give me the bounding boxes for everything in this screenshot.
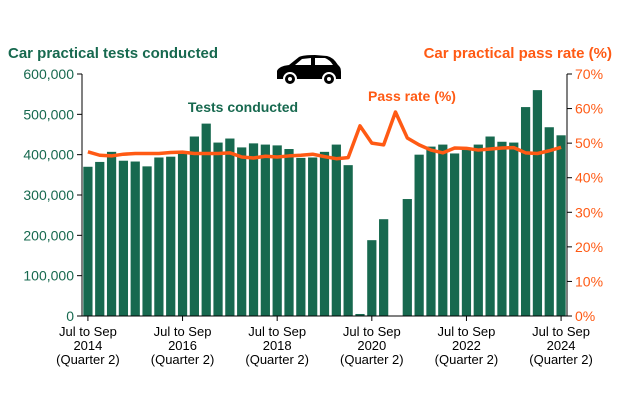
- bar: [83, 166, 93, 316]
- bar: [237, 147, 247, 316]
- left-tick-label: 100,000: [23, 268, 74, 284]
- bar: [201, 123, 211, 316]
- x-tick-label: Jul to Sep: [343, 324, 401, 339]
- bar: [296, 157, 306, 316]
- x-tick-label: (Quarter 2): [529, 352, 593, 367]
- bar: [284, 149, 294, 316]
- bar: [426, 146, 436, 316]
- left-tick-label: 0: [66, 308, 74, 324]
- bar: [106, 151, 117, 316]
- bar: [272, 145, 282, 316]
- x-tick-label: Jul to Sep: [59, 324, 117, 339]
- x-tick-label: 2024: [547, 338, 576, 353]
- left-axis-title: Car practical tests conducted: [8, 45, 218, 62]
- left-tick-label: 500,000: [23, 106, 74, 122]
- bar: [177, 152, 188, 316]
- bar: [189, 136, 199, 316]
- right-tick-label: 70%: [575, 66, 603, 82]
- bar: [438, 144, 448, 316]
- x-tick-label: (Quarter 2): [245, 352, 309, 367]
- bar: [450, 153, 460, 316]
- x-tick-label: (Quarter 2): [435, 352, 499, 367]
- bar: [355, 313, 365, 316]
- bar: [118, 160, 129, 316]
- x-tick-label: 2022: [452, 338, 481, 353]
- bar: [379, 219, 389, 316]
- left-tick-label: 400,000: [23, 147, 74, 163]
- x-tick-label: 2020: [357, 338, 386, 353]
- bar: [319, 151, 330, 316]
- bar: [414, 154, 424, 316]
- right-tick-label: 60%: [575, 101, 603, 117]
- bar: [402, 199, 412, 316]
- bar: [308, 157, 318, 316]
- left-tick-label: 200,000: [23, 227, 74, 243]
- right-tick-label: 30%: [575, 204, 603, 220]
- line-annotation: Pass rate (%): [368, 88, 456, 104]
- left-tick-label: 600,000: [23, 66, 74, 82]
- x-tick-label: Jul to Sep: [438, 324, 496, 339]
- bar: [473, 144, 483, 316]
- car-icon: [277, 55, 341, 86]
- x-tick-label: Jul to Sep: [154, 324, 212, 339]
- bar: [367, 240, 377, 316]
- x-tick-label: 2018: [263, 338, 292, 353]
- right-axis-title: Car practical pass rate (%): [424, 45, 612, 62]
- left-tick-label: 300,000: [23, 187, 74, 203]
- bar: [520, 107, 531, 316]
- right-tick-label: 10%: [575, 273, 603, 289]
- x-tick-label: Jul to Sep: [532, 324, 590, 339]
- right-tick-label: 0%: [575, 308, 595, 324]
- x-tick-label: (Quarter 2): [340, 352, 404, 367]
- bar: [95, 161, 105, 316]
- bar: [130, 161, 140, 316]
- bar: [225, 138, 235, 316]
- bar: [509, 142, 519, 316]
- bar: [343, 165, 353, 316]
- bar: [331, 144, 341, 316]
- x-tick-label: 2016: [168, 338, 197, 353]
- x-tick-label: 2014: [73, 338, 102, 353]
- bar: [461, 148, 472, 316]
- bar: [556, 135, 566, 316]
- right-tick-label: 50%: [575, 135, 603, 151]
- bar: [260, 144, 270, 316]
- bar: [248, 143, 259, 316]
- pass-rate-line: [87, 110, 562, 161]
- bar: [154, 157, 164, 316]
- bar: [544, 127, 554, 317]
- x-tick-label: Jul to Sep: [248, 324, 306, 339]
- x-tick-label: (Quarter 2): [151, 352, 215, 367]
- bar: [497, 141, 507, 316]
- bar: [166, 156, 176, 316]
- bars-annotation: Tests conducted: [188, 99, 298, 115]
- bar: [213, 142, 223, 316]
- bar: [485, 136, 495, 316]
- bar: [532, 90, 543, 316]
- right-tick-label: 40%: [575, 170, 603, 186]
- bar: [142, 166, 152, 316]
- x-tick-label: (Quarter 2): [56, 352, 120, 367]
- right-tick-label: 20%: [575, 239, 603, 255]
